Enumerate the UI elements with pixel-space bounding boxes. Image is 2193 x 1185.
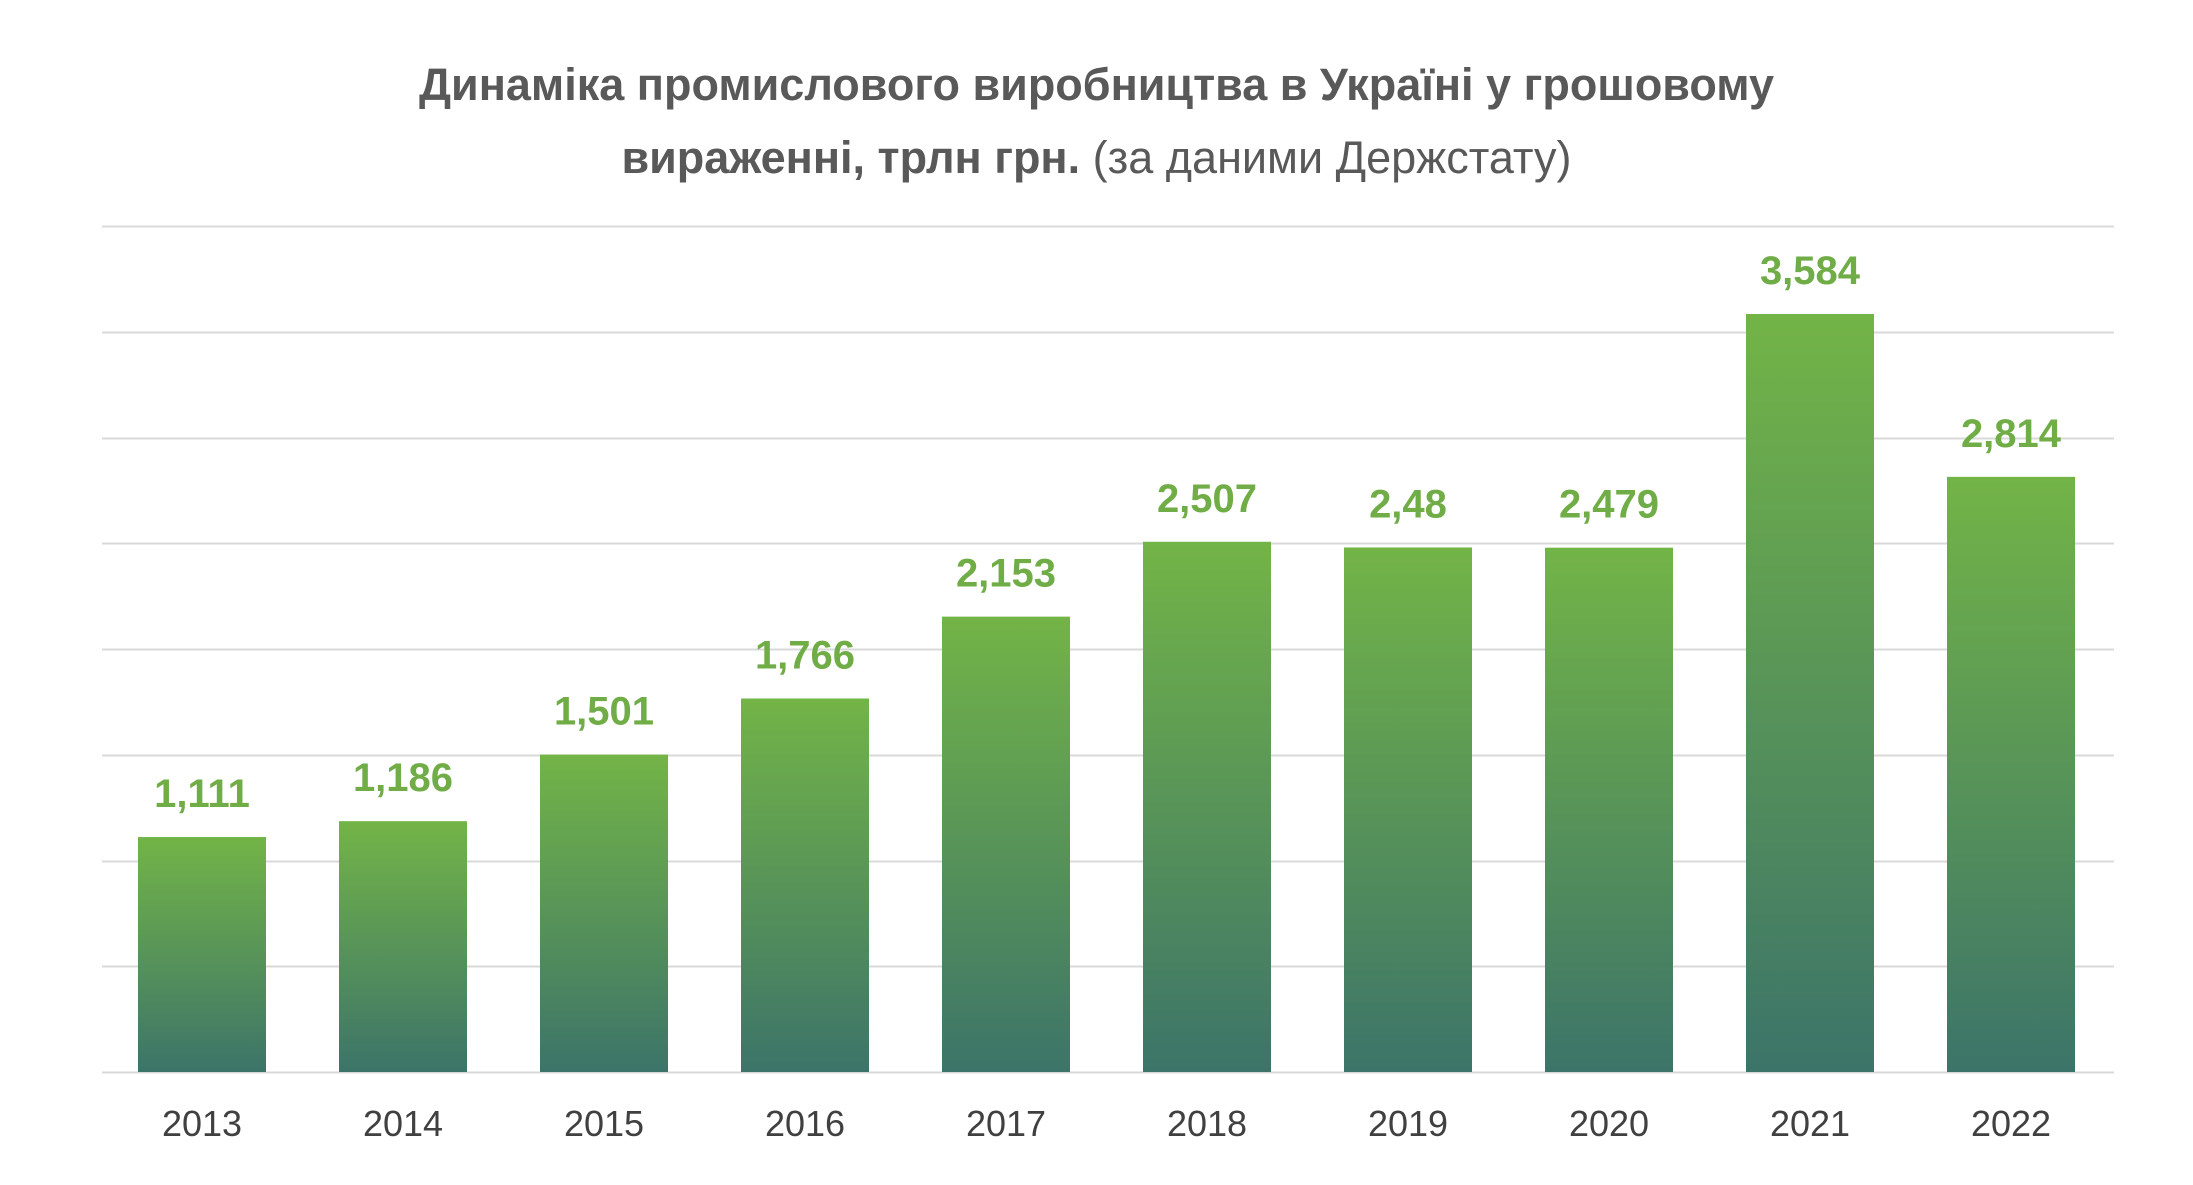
bar-2019 <box>1344 547 1472 1072</box>
x-tick-label-2017: 2017 <box>966 1103 1046 1144</box>
bar-2013 <box>138 837 266 1072</box>
value-label-2019: 2,48 <box>1369 482 1447 526</box>
bar-2022 <box>1947 476 2075 1072</box>
x-tick-label-2013: 2013 <box>162 1103 242 1144</box>
value-label-2020: 2,479 <box>1559 483 1659 527</box>
chart-title-text: Динаміка промислового виробництва в Укра… <box>419 59 1774 110</box>
x-tick-label-2020: 2020 <box>1569 1103 1649 1144</box>
x-tick-label-2022: 2022 <box>1971 1103 2051 1144</box>
bar-2018 <box>1143 541 1271 1072</box>
x-tick-label-2014: 2014 <box>363 1103 443 1144</box>
chart-title-line-1: Динаміка промислового виробництва в Укра… <box>0 48 2193 121</box>
bar-2020 <box>1545 547 1673 1072</box>
value-label-2017: 2,153 <box>956 552 1056 596</box>
value-label-2014: 1,186 <box>353 756 453 800</box>
value-labels: 1,111 1,186 1,501 1,766 2,153 2,507 2,48 2,479 3… <box>154 249 2062 816</box>
bar-2017 <box>942 616 1070 1072</box>
value-label-2016: 1,766 <box>755 633 855 677</box>
chart-title-line-2: вираженні, трлн грн. (за даними Держстат… <box>0 121 2193 194</box>
chart-title-unit: вираженні, трлн грн. <box>621 132 1081 183</box>
bar-2015 <box>540 754 668 1072</box>
bars <box>138 313 2075 1072</box>
chart-title-source: (за даними Держстату) <box>1092 132 1572 183</box>
x-tick-label-2016: 2016 <box>765 1103 845 1144</box>
bar-2016 <box>741 698 869 1072</box>
value-label-2022: 2,814 <box>1961 412 2062 456</box>
x-axis-tick-labels: 2013 2014 2015 2016 2017 2018 2019 2020 2021 2022 <box>162 1103 2051 1144</box>
value-label-2015: 1,501 <box>554 690 654 734</box>
chart-title: Динаміка промислового виробництва в Укра… <box>0 48 2193 194</box>
bar-2021 <box>1746 313 1874 1072</box>
x-tick-label-2018: 2018 <box>1167 1103 1247 1144</box>
value-label-2021: 3,584 <box>1760 249 1861 293</box>
x-tick-label-2021: 2021 <box>1770 1103 1850 1144</box>
bar-2014 <box>339 821 467 1072</box>
x-tick-label-2015: 2015 <box>564 1103 644 1144</box>
value-label-2013: 1,111 <box>154 772 250 816</box>
x-tick-label-2019: 2019 <box>1368 1103 1448 1144</box>
value-label-2018: 2,507 <box>1157 477 1257 521</box>
